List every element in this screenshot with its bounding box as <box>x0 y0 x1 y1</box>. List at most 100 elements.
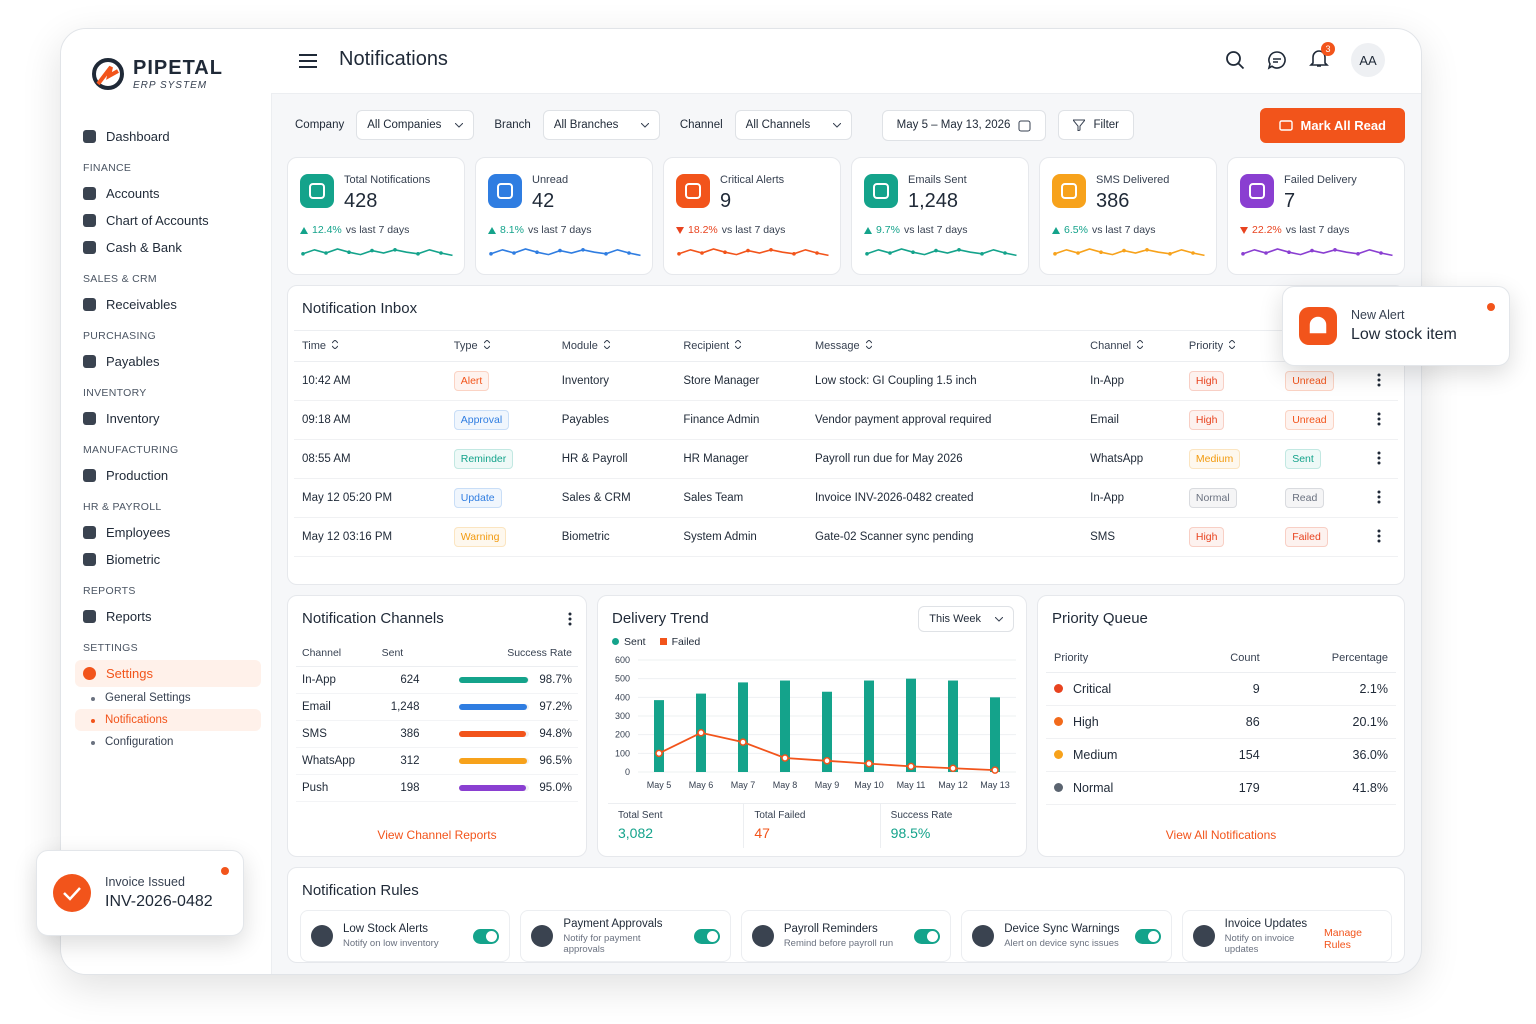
priority-count: 179 <box>1187 771 1268 805</box>
inbox-cell: SMS <box>1082 517 1181 557</box>
recipient-text: HR Manager <box>683 453 749 465</box>
rule-toggle[interactable] <box>1134 928 1161 944</box>
row-menu-dot <box>1377 495 1381 498</box>
period-select[interactable]: This Week <box>918 606 1014 632</box>
nav-subitem[interactable]: Notifications <box>75 709 261 731</box>
bell-button[interactable]: 3 <box>1309 41 1335 73</box>
nav-item[interactable]: Production <box>75 462 261 489</box>
x-tick-label: May 8 <box>773 780 798 790</box>
sort-icon <box>483 339 490 350</box>
nav-subitem[interactable]: General Settings <box>75 687 261 709</box>
column-header[interactable]: Message <box>806 330 1083 362</box>
stat-label: Critical Alerts <box>720 174 785 186</box>
row-menu[interactable] <box>1377 412 1381 426</box>
x-tick-label: May 5 <box>647 780 672 790</box>
inbox-row[interactable]: 08:55 AM Reminder HR & Payroll HR Manager Pa… <box>294 439 1398 479</box>
nav-subitem[interactable]: Configuration <box>75 731 261 753</box>
toast-glyph-shape <box>63 887 81 901</box>
row-menu[interactable] <box>1377 373 1381 387</box>
nav-item[interactable]: Settings <box>75 660 261 687</box>
toast[interactable]: New Alert Low stock item <box>1282 286 1510 366</box>
sparkline <box>1241 248 1393 257</box>
inbox-cell: Sent <box>1277 439 1370 479</box>
column-header[interactable]: Time <box>294 330 446 362</box>
rule-toggle[interactable] <box>693 928 720 944</box>
nav-item[interactable]: Biometric <box>75 546 261 573</box>
summary-label: Total Failed <box>754 810 806 821</box>
inbox-row[interactable]: May 12 05:20 PM Update Sales & CRM Sales Te… <box>294 478 1398 518</box>
rule-toggle[interactable] <box>473 928 500 944</box>
sort-icon <box>603 339 611 350</box>
sort-icon <box>1228 339 1236 350</box>
filter-select[interactable]: All Companies <box>356 110 475 140</box>
nav-item[interactable]: Chart of Accounts <box>75 207 261 234</box>
priority-row: Medium 154 36.0% <box>1046 738 1396 772</box>
nav-item[interactable]: Cash & Bank <box>75 234 261 261</box>
mark-all-read-button[interactable]: Mark All Read <box>1259 107 1405 143</box>
stat-value: 7 <box>1284 190 1296 212</box>
inbox-row[interactable]: May 12 03:16 PM Warning Biometric System Ad… <box>294 517 1398 557</box>
inbox-row[interactable]: 09:18 AM Approval Payables Finance Admin Ven… <box>294 400 1398 440</box>
rule-title: Invoice Updates <box>1224 917 1308 930</box>
nav-item[interactable]: Payables <box>75 348 261 375</box>
nav-item[interactable]: Accounts <box>75 180 261 207</box>
manage-rules-link[interactable]: Manage Rules <box>1324 927 1362 951</box>
chat-button[interactable] <box>1267 50 1287 70</box>
rule-toggle[interactable] <box>914 928 941 944</box>
channel-row: In-App 624 98.7% <box>296 666 578 694</box>
channel-rate: 98.7% <box>425 666 578 694</box>
chevron <box>455 122 464 128</box>
row-menu[interactable] <box>1377 490 1381 504</box>
column-header[interactable]: Type <box>445 330 554 362</box>
trend-arrow <box>1052 226 1060 234</box>
filter-button[interactable]: Filter <box>1058 110 1135 140</box>
toast[interactable]: Invoice Issued INV-2026-0482 <box>36 850 244 936</box>
sidebar: PIPETAL ERP SYSTEM Dashboard FINANCE Accou… <box>61 29 272 974</box>
avatar[interactable]: AA <box>1351 43 1385 77</box>
legend-item: Failed <box>659 636 700 648</box>
nav-item[interactable]: Reports <box>75 603 261 630</box>
inbox-cell: Low stock: GI Coupling 1.5 inch <box>806 361 1083 401</box>
column-header[interactable]: Channel <box>1082 330 1181 362</box>
rule-title: Payroll Reminders <box>783 923 878 935</box>
inbox-cell: High <box>1180 517 1278 557</box>
nav-item[interactable]: Receivables <box>75 291 261 318</box>
rule-card: Payroll Reminders Remind before payroll r… <box>740 910 952 962</box>
panel-title: Notification Inbox <box>302 300 418 317</box>
column-header-label: Message <box>814 340 860 352</box>
sparkline-dot <box>769 248 773 252</box>
stat-glyph-shape <box>497 183 513 199</box>
search-button[interactable] <box>1225 50 1245 70</box>
row-menu[interactable] <box>1377 451 1381 465</box>
panel-menu[interactable] <box>568 612 572 626</box>
priority-count: 86 <box>1187 705 1268 739</box>
column-header[interactable]: Module <box>553 330 676 362</box>
sparkline-line <box>1054 248 1205 257</box>
nav-item[interactable]: Inventory <box>75 405 261 432</box>
priority-percentage: 2.1% <box>1267 672 1396 706</box>
filter-select[interactable]: All Branches <box>542 110 660 140</box>
date-range-picker[interactable]: May 5 – May 13, 2026 <box>881 109 1047 141</box>
menu-button[interactable] <box>299 53 317 69</box>
nav-item[interactable]: Employees <box>75 519 261 546</box>
logo[interactable]: PIPETAL ERP SYSTEM <box>91 57 223 91</box>
header: Notifications 3 AA <box>271 29 1421 94</box>
sort-icon <box>331 339 339 350</box>
column-header[interactable]: Priority <box>1180 330 1278 362</box>
inbox-cell: Approval <box>445 400 554 440</box>
change-comparison: vs last 7 days <box>721 224 786 236</box>
all-notifications-link[interactable]: View All Notifications <box>1165 828 1277 842</box>
inbox-row[interactable]: 10:42 AM Alert Inventory Store Manager Low s… <box>294 361 1398 401</box>
nav-item[interactable]: Dashboard <box>75 123 261 150</box>
column-header[interactable]: Recipient <box>675 330 807 362</box>
rate-bar <box>459 730 526 737</box>
filter-select[interactable]: All Channels <box>734 110 852 140</box>
channel-row: Email 1,248 97.2% <box>296 693 578 721</box>
filter-value: All Branches <box>553 119 619 131</box>
rule-text: Device Sync Warnings Alert on device sync… <box>1004 923 1119 949</box>
calendar-icon <box>1018 120 1031 131</box>
row-menu[interactable] <box>1377 529 1381 543</box>
chevron <box>640 122 649 128</box>
channel-reports-link[interactable]: View Channel Reports <box>377 828 497 842</box>
priority-dot <box>1054 750 1063 759</box>
